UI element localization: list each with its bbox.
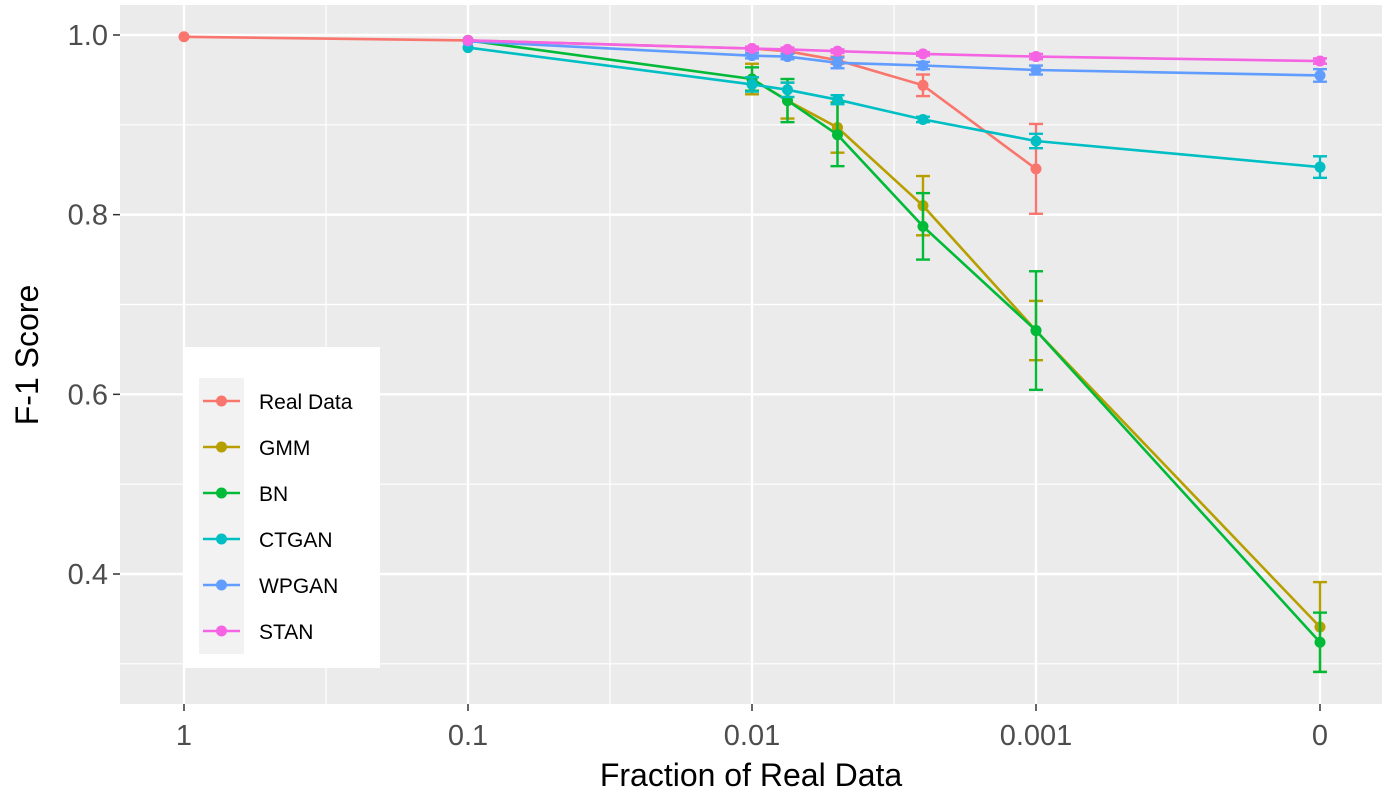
legend-item-wpgan: WPGAN (199, 562, 338, 608)
data-point (1030, 325, 1042, 337)
data-point (178, 31, 190, 43)
data-point (917, 113, 929, 125)
legend-item-stan: STAN (199, 608, 313, 654)
x-tick-label: 0.01 (724, 720, 780, 752)
x-tick-label: 1 (176, 720, 192, 752)
x-tick-label: 0.001 (1000, 720, 1073, 752)
data-point (1030, 135, 1042, 147)
x-tick-label: 0.1 (448, 720, 488, 752)
data-point (1030, 163, 1042, 175)
legend-item-gmm: GMM (199, 424, 310, 470)
y-axis-title: F-1 Score (9, 285, 45, 425)
legend-key-point (216, 625, 227, 637)
y-tick-label: 0.8 (68, 200, 108, 232)
legend-key-point (216, 579, 227, 591)
legend-label: CTGAN (259, 529, 333, 552)
data-point (917, 48, 929, 60)
data-point (781, 43, 793, 55)
data-point (1314, 161, 1326, 173)
legend-key-point (216, 487, 227, 499)
data-point (746, 78, 758, 90)
series-wpgan (462, 35, 1327, 83)
series-ctgan (462, 42, 1327, 180)
legend-key-point (216, 533, 227, 545)
data-point (831, 94, 843, 106)
legend-key-point (216, 395, 227, 407)
legend: Real Data GMM BN CTGAN WPGAN STAN (184, 347, 380, 668)
data-point (917, 220, 929, 232)
axes: 1 0.1 0.01 0.001 0 0.4 0.6 0.8 1.0 (68, 20, 1328, 752)
legend-item-bn: BN (199, 470, 288, 516)
y-tick-label: 0.6 (68, 379, 108, 411)
data-point (1314, 69, 1326, 81)
data-point (746, 42, 758, 54)
data-point (917, 79, 929, 91)
legend-item-real-data: Real Data (199, 378, 353, 424)
legend-label: BN (259, 483, 288, 506)
y-tick-label: 0.4 (68, 559, 108, 591)
data-point (462, 34, 474, 46)
legend-label: STAN (259, 621, 313, 644)
data-point (831, 129, 843, 141)
x-tick-label: 0 (1312, 720, 1328, 752)
data-point (1314, 636, 1326, 648)
data-point (1030, 51, 1042, 63)
data-point (781, 84, 793, 96)
legend-item-ctgan: CTGAN (199, 516, 333, 562)
data-point (917, 60, 929, 72)
legend-label: WPGAN (259, 575, 338, 598)
series-layer (178, 31, 1327, 674)
x-axis-title: Fraction of Real Data (600, 757, 903, 793)
data-point (1030, 64, 1042, 76)
y-tick-label: 1.0 (68, 20, 108, 52)
legend-key-point (216, 441, 227, 453)
data-point (831, 57, 843, 69)
legend-label: GMM (259, 437, 310, 460)
data-point (831, 45, 843, 57)
series-stan (462, 34, 1327, 67)
legend-label: Real Data (259, 391, 353, 414)
data-point (1314, 55, 1326, 67)
